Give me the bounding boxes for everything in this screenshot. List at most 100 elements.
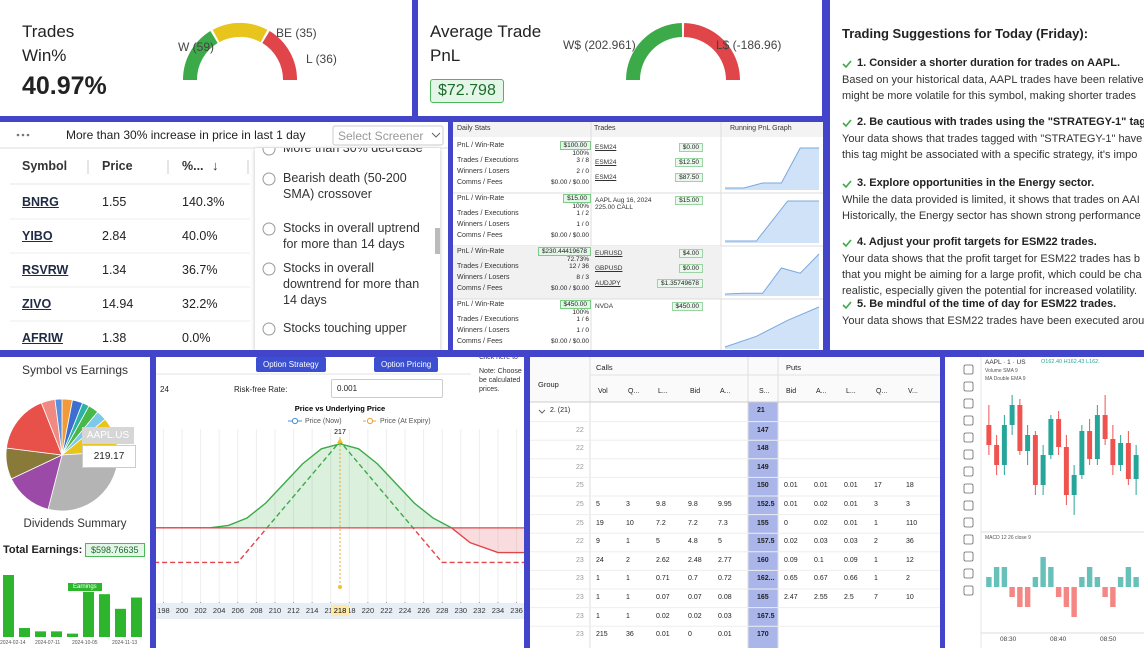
macd-bar <box>1063 587 1070 607</box>
select-placeholder[interactable]: Select Screener <box>338 129 424 143</box>
symbol-link[interactable]: YIBO <box>22 229 53 243</box>
strike: 147 <box>757 426 769 434</box>
button[interactable]: Option Pricing <box>374 357 439 372</box>
stat-label: Trades / Executions <box>457 316 519 323</box>
stat-label: Comms / Fees <box>457 179 503 186</box>
cell: 22 <box>576 538 584 546</box>
suggestion-text: Based on your historical data, AAPL trad… <box>842 74 1144 86</box>
column-header: Bid <box>786 388 797 395</box>
cell: 17 <box>874 482 882 490</box>
x-tick-label: 226 <box>417 606 430 615</box>
cell: 23 <box>576 631 584 639</box>
x-tick-label: 198 <box>157 606 170 615</box>
comms-fees: $0.00 / $0.00 <box>551 338 589 345</box>
candle-body <box>1118 443 1124 465</box>
column-header: Q... <box>628 388 640 395</box>
cell: 23 <box>576 594 584 601</box>
cell: 2.5 <box>844 594 854 601</box>
tool-icon <box>963 483 974 494</box>
trade-symbol: AUDJPY <box>595 280 621 287</box>
comms-fees: $0.00 / $0.00 <box>551 179 589 186</box>
cell: 0 <box>688 631 692 639</box>
cell: 0 <box>784 519 788 527</box>
field-label: Risk-free Rate: <box>234 385 288 394</box>
trade-pnl: $1.35749678 <box>657 279 703 288</box>
earnings-charts <box>3 398 142 637</box>
x-tick-label: 202 <box>194 606 207 615</box>
screener-option[interactable]: Stocks in overall uptrend for more than … <box>283 221 420 251</box>
screener-option[interactable]: Stocks in overall downtrend for more tha… <box>283 261 420 307</box>
header-bg <box>453 122 823 137</box>
dividend-bar <box>19 627 30 637</box>
candle-body <box>1009 405 1015 425</box>
pie-slice <box>54 398 63 456</box>
win-rate: 100% <box>572 309 589 316</box>
suggestion-text: Historically, the Energy sector has show… <box>842 210 1141 222</box>
time-label: 08:30 <box>1000 636 1017 643</box>
cell: 3 <box>874 501 878 508</box>
card-value: $72.798 <box>430 79 504 103</box>
x-tick-label: 228 <box>436 606 449 615</box>
trades-executions: 1 / 2 <box>576 210 589 217</box>
dividend-bar <box>67 633 78 637</box>
strike: 149 <box>757 463 769 471</box>
symbol-link[interactable]: ZIVO <box>22 297 52 311</box>
check-icon <box>842 239 852 248</box>
macd-bar <box>1017 587 1023 607</box>
screener-option[interactable]: More than 30% decrease <box>283 148 423 155</box>
button[interactable]: Option Strategy <box>256 357 326 372</box>
stat-label: Trades / Executions <box>457 157 519 164</box>
cell: 0.01 <box>784 482 798 490</box>
winners-losers: 8 / 3 <box>576 274 589 281</box>
comms-fees: $0.00 / $0.00 <box>551 285 589 292</box>
trade-symbol: NVDA <box>595 303 614 310</box>
check-icon <box>842 119 852 128</box>
card-title: Trades Win% <box>22 22 75 65</box>
rate-input[interactable]: 0.001 <box>331 379 443 398</box>
gauge-loss <box>262 31 298 81</box>
symbol-link[interactable]: AFRIW <box>22 331 63 345</box>
trades-executions: 12 / 36 <box>569 263 589 270</box>
pnl-area <box>725 201 819 243</box>
suggestions: Trading Suggestions for Today (Friday): 1… <box>830 0 1144 350</box>
win-rate: 72.73% <box>566 256 589 263</box>
date-label: 2024-11-13 <box>112 640 138 646</box>
tool-icon <box>963 381 974 392</box>
chart-title: AAPL · 1 · US <box>985 359 1026 366</box>
suggestion-text: Your data shows that trades tagged with … <box>842 133 1144 145</box>
tool-icon <box>963 466 974 477</box>
screener-option[interactable]: Stocks touching upper <box>283 321 407 335</box>
column-header: V... <box>908 388 918 395</box>
symbol-link[interactable]: RSVRW <box>22 263 69 277</box>
indicator-label: MACD 12 26 close 9 <box>985 535 1031 541</box>
stat-label: Comms / Fees <box>457 232 503 239</box>
cell: 18 <box>906 482 914 490</box>
cell: 0.02 <box>784 538 798 546</box>
date-label: 2024-07-11 <box>35 640 61 646</box>
scrollbar <box>435 228 440 254</box>
symbol-link[interactable]: BNRG <box>22 195 59 209</box>
earnings: Symbol vs Earnings AAPL.US 219.17 Dividends… <box>0 357 150 648</box>
cell: 25 <box>576 482 584 490</box>
column-header: A... <box>720 388 731 395</box>
column-header: L... <box>846 388 856 395</box>
candle-body <box>1133 455 1139 479</box>
cell: 1 <box>626 612 630 620</box>
cell: 0.1 <box>814 556 824 564</box>
stat-label: PnL / Win-Rate <box>457 301 505 308</box>
candle-body <box>1032 435 1038 485</box>
macd-bar <box>1024 587 1031 607</box>
cell: 36 <box>906 538 914 546</box>
radio <box>262 262 276 276</box>
cell: 2.47 <box>784 594 798 601</box>
screener-option[interactable]: Bearish death (50-200 SMA) crossover <box>283 171 407 201</box>
cell: 5 <box>656 538 660 546</box>
trade-pnl: $0.00 <box>678 264 703 273</box>
macd-bar <box>1125 567 1132 587</box>
macd-bar <box>986 577 992 587</box>
candle-body <box>1094 415 1100 459</box>
stat-label: Winners / Losers <box>457 327 510 334</box>
cell: 10 <box>626 519 634 527</box>
total-value: $598.76635 <box>85 543 145 557</box>
